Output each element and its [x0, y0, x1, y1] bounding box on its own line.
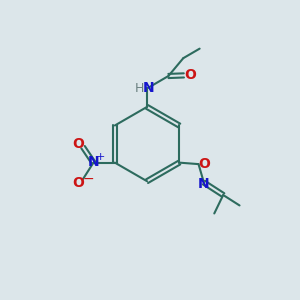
Text: O: O [72, 176, 84, 190]
Text: O: O [198, 157, 210, 171]
Text: N: N [198, 177, 210, 191]
Text: N: N [88, 155, 99, 169]
Text: O: O [184, 68, 196, 83]
Text: O: O [72, 137, 84, 151]
Text: −: − [82, 172, 94, 186]
Text: H: H [134, 82, 144, 95]
Text: N: N [143, 82, 154, 95]
Text: +: + [95, 152, 105, 162]
